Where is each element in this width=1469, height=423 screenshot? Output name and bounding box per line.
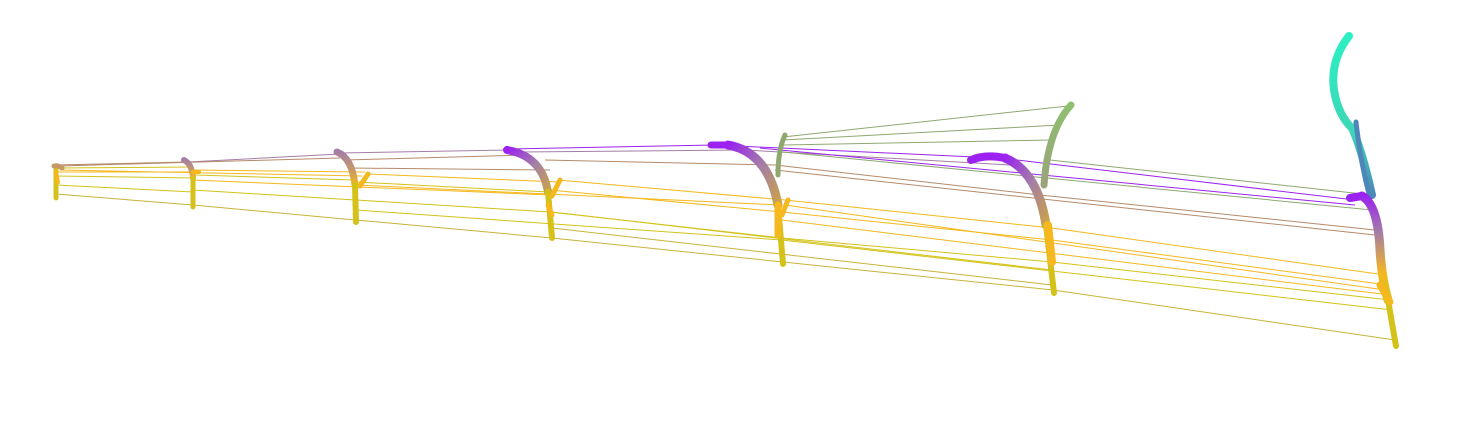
link-line [774,164,1041,196]
upper-stem [545,202,555,218]
link-line [782,124,1061,141]
link-line [55,184,194,193]
plant-t6 [967,101,1075,296]
green-leaf [1040,101,1075,189]
leaf [1357,191,1393,305]
leaf-tip [967,152,1009,164]
link-line [551,211,1053,271]
stem [352,182,359,225]
link-line [1039,194,1376,231]
link-line [55,166,194,169]
link-line [344,154,526,161]
link-line [551,237,784,263]
link-line [782,105,1069,138]
link-line [59,157,341,167]
link-line [55,175,194,179]
link-line [355,184,781,206]
upper-stem [779,197,791,218]
link-line [55,161,187,166]
link-line [355,199,551,213]
link-line [355,181,549,193]
link-line [551,227,1053,286]
leaf [1000,153,1051,230]
link-line [1049,159,1373,196]
leaf [51,163,65,171]
plant-t5 [707,132,791,267]
link-line [999,157,1356,201]
link-line [192,204,356,221]
stem [1385,297,1399,349]
upper-stem [54,170,60,184]
link-line [1051,261,1391,301]
link-line [714,144,976,158]
plant-t2 [181,157,201,210]
correspondence-lines [55,105,1396,341]
link-line [192,189,356,201]
upper-stem [549,177,563,199]
plant-t7 [1329,32,1399,349]
link-line [355,209,783,241]
link-line [55,193,194,206]
leaf [333,148,359,189]
leaf [723,140,783,210]
plant-timepoints [51,32,1399,349]
link-line [781,211,1053,241]
link-line [367,173,559,183]
upper-stem [1376,281,1394,306]
upper-stem [357,171,371,189]
link-line [194,169,366,173]
link-line [192,179,551,196]
link-line [544,159,776,166]
link-line [782,261,1054,291]
leaf [503,146,552,196]
link-line [784,204,1386,291]
link-line [519,149,741,153]
link-line [781,237,1053,263]
link-line [339,149,511,154]
link-line [187,153,341,163]
link-line [355,219,553,239]
link-line [509,144,716,150]
link-line [194,174,356,181]
link-line [784,199,1053,229]
upper-stem [1044,221,1056,266]
link-line [774,169,1376,236]
green-leaf [775,132,788,178]
link-line [781,219,1391,296]
link-line [782,151,1373,211]
plant-t1 [51,163,65,201]
link-line [1052,289,1396,341]
link-line [1051,239,1389,286]
link-line [349,167,551,171]
link-line [59,169,363,177]
link-line [781,239,1393,311]
link-line [782,139,1053,146]
plant-t3 [333,148,371,225]
plant-t4 [503,146,563,241]
link-line [759,147,1356,206]
link-line [557,179,786,201]
link-line [1051,227,1386,276]
link-line [549,189,783,213]
blue-leaf [1353,119,1373,201]
